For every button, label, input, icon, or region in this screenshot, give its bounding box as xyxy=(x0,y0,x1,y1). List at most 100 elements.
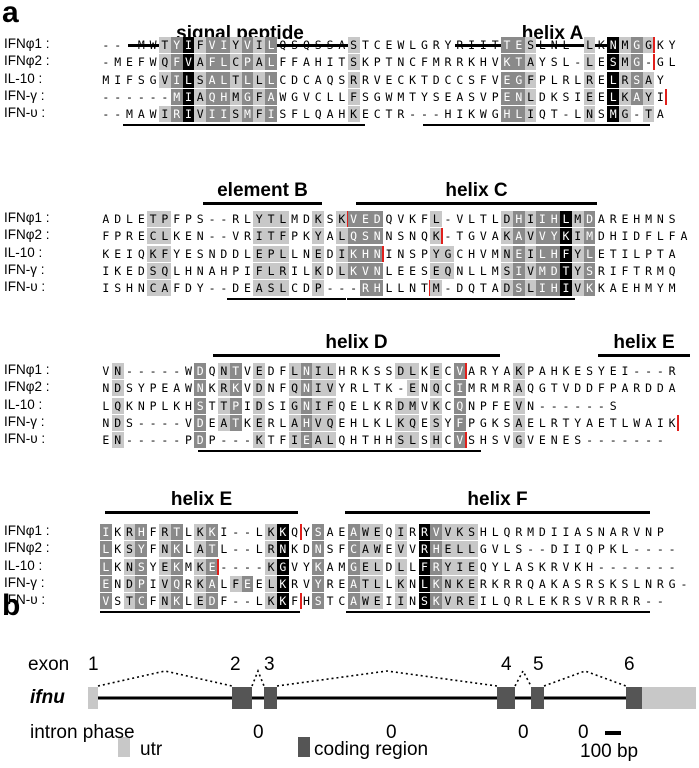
feature-bar xyxy=(213,354,500,357)
exon-4-box xyxy=(497,687,515,709)
sequence-name: IL-10 : xyxy=(4,244,43,260)
intron-phase-label: intron phase xyxy=(30,722,135,743)
sequence-name: IFNφ2 : xyxy=(4,227,50,243)
feature-label: element B xyxy=(217,180,308,201)
intron-phase-4: 0 xyxy=(578,722,589,743)
utr-5prime xyxy=(88,687,98,709)
intron-phase-2: 0 xyxy=(386,722,397,743)
underline-bar xyxy=(123,123,365,126)
feature-label: helix E xyxy=(613,332,675,353)
gene-name: ifnu xyxy=(30,687,65,708)
exon-6-coding-box xyxy=(626,687,642,709)
coding-legend-box xyxy=(298,737,310,757)
exon-number-5: 5 xyxy=(533,654,544,675)
sequence-name: IFNφ2 : xyxy=(4,540,50,556)
feature-bar xyxy=(356,202,597,205)
sequence-name: IFNφ1 : xyxy=(4,210,50,225)
sequence-name: IFN-γ : xyxy=(4,413,45,429)
sequence-name: IFN-γ : xyxy=(4,574,45,590)
sequence-name: IFN-υ : xyxy=(4,431,46,447)
exon-number-1: 1 xyxy=(88,654,99,675)
panel-b-label: b xyxy=(2,589,21,622)
sequence-name: IFNφ1 : xyxy=(4,36,50,51)
underline-bar xyxy=(346,610,650,613)
exon-label: exon xyxy=(28,654,70,675)
legend-scale-label: 100 bp xyxy=(580,741,639,762)
underline-bar xyxy=(423,123,650,126)
exon-number-3: 3 xyxy=(264,654,275,675)
splice-lines xyxy=(97,668,627,687)
sequence-name: IFNφ1 : xyxy=(4,523,50,538)
feature-bar xyxy=(203,202,322,205)
feature-bar xyxy=(455,44,650,47)
utr-3prime xyxy=(642,687,696,709)
exon-number-4: 4 xyxy=(501,654,512,675)
sequence-name: IFNφ2 : xyxy=(4,379,50,395)
feature-bar xyxy=(598,354,690,357)
exon-3-box xyxy=(264,687,277,709)
sequence-name: IL-10 : xyxy=(4,70,43,86)
exon-2-box xyxy=(232,687,252,709)
sequence-name: IFN-υ : xyxy=(4,592,46,608)
sequence-name: IFNφ2 : xyxy=(4,53,50,69)
sequence-name: IL-10 : xyxy=(4,396,43,412)
sequence-name: IFN-γ : xyxy=(4,87,45,103)
underline-bar xyxy=(227,297,346,300)
sequence-name: IFNφ1 : xyxy=(4,362,50,377)
underline-bar xyxy=(198,449,481,452)
feature-label: helix E xyxy=(170,489,233,510)
underline-bar xyxy=(347,297,575,300)
underline-bar xyxy=(100,610,300,613)
intron-phase-1: 0 xyxy=(253,722,264,743)
panel-a-label: a xyxy=(2,0,19,29)
sequence-name: IFN-υ : xyxy=(4,279,46,295)
feature-bar xyxy=(345,511,650,514)
exon-number-2: 2 xyxy=(230,654,241,675)
exon-number-6: 6 xyxy=(624,654,635,675)
legend-utr-label: utr xyxy=(140,739,163,760)
sequence-name: IFN-γ : xyxy=(4,261,45,277)
intron-phase-3: 0 xyxy=(518,722,529,743)
feature-label: helix F xyxy=(467,489,528,510)
sequence-name: IFN-υ : xyxy=(4,105,46,121)
feature-label: helix C xyxy=(445,180,508,201)
feature-label: helix A xyxy=(521,23,584,44)
feature-bar xyxy=(105,511,298,514)
